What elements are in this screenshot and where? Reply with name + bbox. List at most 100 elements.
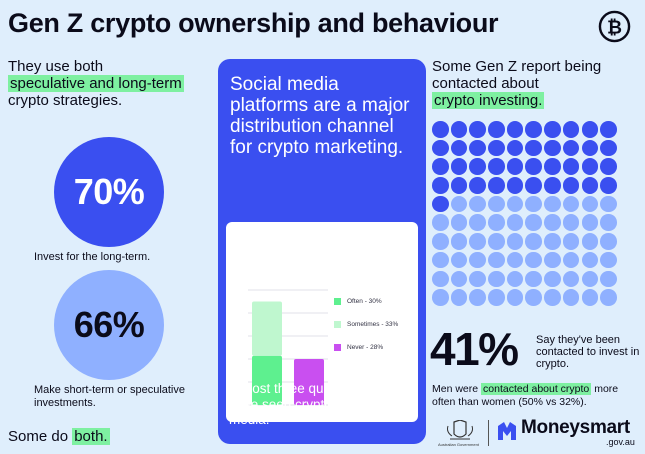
dot-highlighted	[488, 158, 505, 175]
dot-highlighted	[562, 121, 580, 138]
some-do-highlight: both.	[72, 428, 110, 445]
dot	[506, 214, 524, 231]
dot-highlighted	[506, 139, 524, 157]
dot-highlighted	[450, 158, 468, 175]
dot	[506, 233, 524, 250]
dot-highlighted	[600, 158, 617, 175]
ads-chart	[248, 289, 328, 406]
dot	[488, 233, 505, 250]
contacted-heading-pre: Some Gen Z report being contacted about	[432, 58, 602, 92]
dot	[562, 214, 580, 231]
dot	[525, 251, 542, 269]
dot	[432, 289, 449, 306]
dot	[581, 233, 598, 250]
contacted-stat-value: 41%	[430, 323, 519, 375]
dot	[469, 251, 486, 269]
dot	[450, 289, 468, 306]
dot	[581, 214, 598, 231]
contacted-heading: Some Gen Z report being contacted about …	[432, 58, 637, 109]
dot	[600, 270, 617, 287]
dot-highlighted	[488, 177, 505, 194]
dot	[469, 233, 486, 250]
dot-grid	[432, 121, 619, 308]
social-media-footer: Almost three quarters of Gen Z have seen…	[229, 381, 415, 427]
footer-divider	[488, 420, 489, 446]
dot	[469, 270, 486, 287]
long-term-stat-value: 70%	[73, 171, 145, 212]
dot	[600, 251, 617, 269]
dot	[544, 214, 561, 231]
dot	[581, 251, 598, 269]
legend-item: Sometimes - 33%	[334, 313, 398, 336]
dot	[562, 270, 580, 287]
dot-highlighted	[581, 139, 598, 157]
dot-highlighted	[432, 139, 449, 157]
social-media-heading: Social media platforms are a major distr…	[230, 74, 410, 158]
dot	[506, 251, 524, 269]
chart-legend: Often - 30% Sometimes - 33% Never - 28%	[334, 290, 398, 359]
dot	[506, 289, 524, 306]
dot-highlighted	[544, 121, 561, 138]
moneysmart-domain: .gov.au	[606, 437, 635, 447]
dot-highlighted	[469, 177, 486, 194]
dot	[544, 195, 561, 213]
dot-highlighted	[525, 158, 542, 175]
moneysmart-brand: Moneysmart	[521, 417, 630, 438]
strategies-heading-pre: They use both	[8, 58, 104, 75]
legend-swatch	[334, 344, 341, 351]
dot	[525, 214, 542, 231]
dot-highlighted	[600, 139, 617, 157]
dot	[488, 270, 505, 287]
dot-highlighted	[544, 139, 561, 157]
dot	[488, 251, 505, 269]
dot-highlighted	[506, 158, 524, 175]
government-label: Australian Government	[438, 442, 479, 447]
some-do-pre: Some do	[8, 428, 73, 445]
dot-highlighted	[450, 139, 468, 157]
dot-highlighted	[562, 158, 580, 175]
dot	[469, 195, 486, 213]
dot-highlighted	[506, 177, 524, 194]
long-term-stat-circle: 70%	[54, 137, 164, 247]
dot	[562, 233, 580, 250]
dot	[450, 214, 468, 231]
dot	[506, 195, 524, 213]
dot	[600, 195, 617, 213]
dot-highlighted	[469, 139, 486, 157]
chart-bar	[294, 359, 324, 405]
dot-highlighted	[525, 177, 542, 194]
dot	[488, 214, 505, 231]
dot	[525, 195, 542, 213]
page-title: Gen Z crypto ownership and behaviour	[8, 8, 499, 38]
dot	[562, 195, 580, 213]
dot-highlighted	[488, 121, 505, 138]
dot	[469, 289, 486, 306]
dot-highlighted	[544, 158, 561, 175]
government-crest-icon	[447, 420, 473, 440]
dot	[544, 251, 561, 269]
dot	[450, 195, 468, 213]
dot-highlighted	[581, 121, 598, 138]
legend-swatch	[334, 321, 341, 328]
contacted-heading-highlight: crypto investing.	[432, 92, 545, 109]
dot	[600, 214, 617, 231]
moneysmart-logo-icon	[498, 422, 516, 440]
gender-note-highlight: contacted about crypto	[481, 383, 592, 395]
dot	[562, 289, 580, 306]
long-term-caption: Invest for the long-term.	[34, 251, 151, 263]
dot-highlighted	[432, 158, 449, 175]
social-media-panel: Social media platforms are a major distr…	[218, 59, 426, 444]
strategies-heading: They use both speculative and long-term …	[8, 58, 223, 109]
dot-highlighted	[581, 177, 598, 194]
dot-highlighted	[581, 158, 598, 175]
dot	[581, 270, 598, 287]
strategies-heading-post: crypto strategies.	[8, 92, 123, 109]
dot-highlighted	[562, 177, 580, 194]
ads-chart-card: Often - 30% Sometimes - 33% Never - 28%	[226, 222, 418, 422]
dot	[432, 214, 449, 231]
dot-highlighted	[600, 121, 617, 138]
dot	[544, 233, 561, 250]
dot-highlighted	[432, 195, 449, 213]
dot-highlighted	[506, 121, 524, 138]
dot-highlighted	[525, 139, 542, 157]
